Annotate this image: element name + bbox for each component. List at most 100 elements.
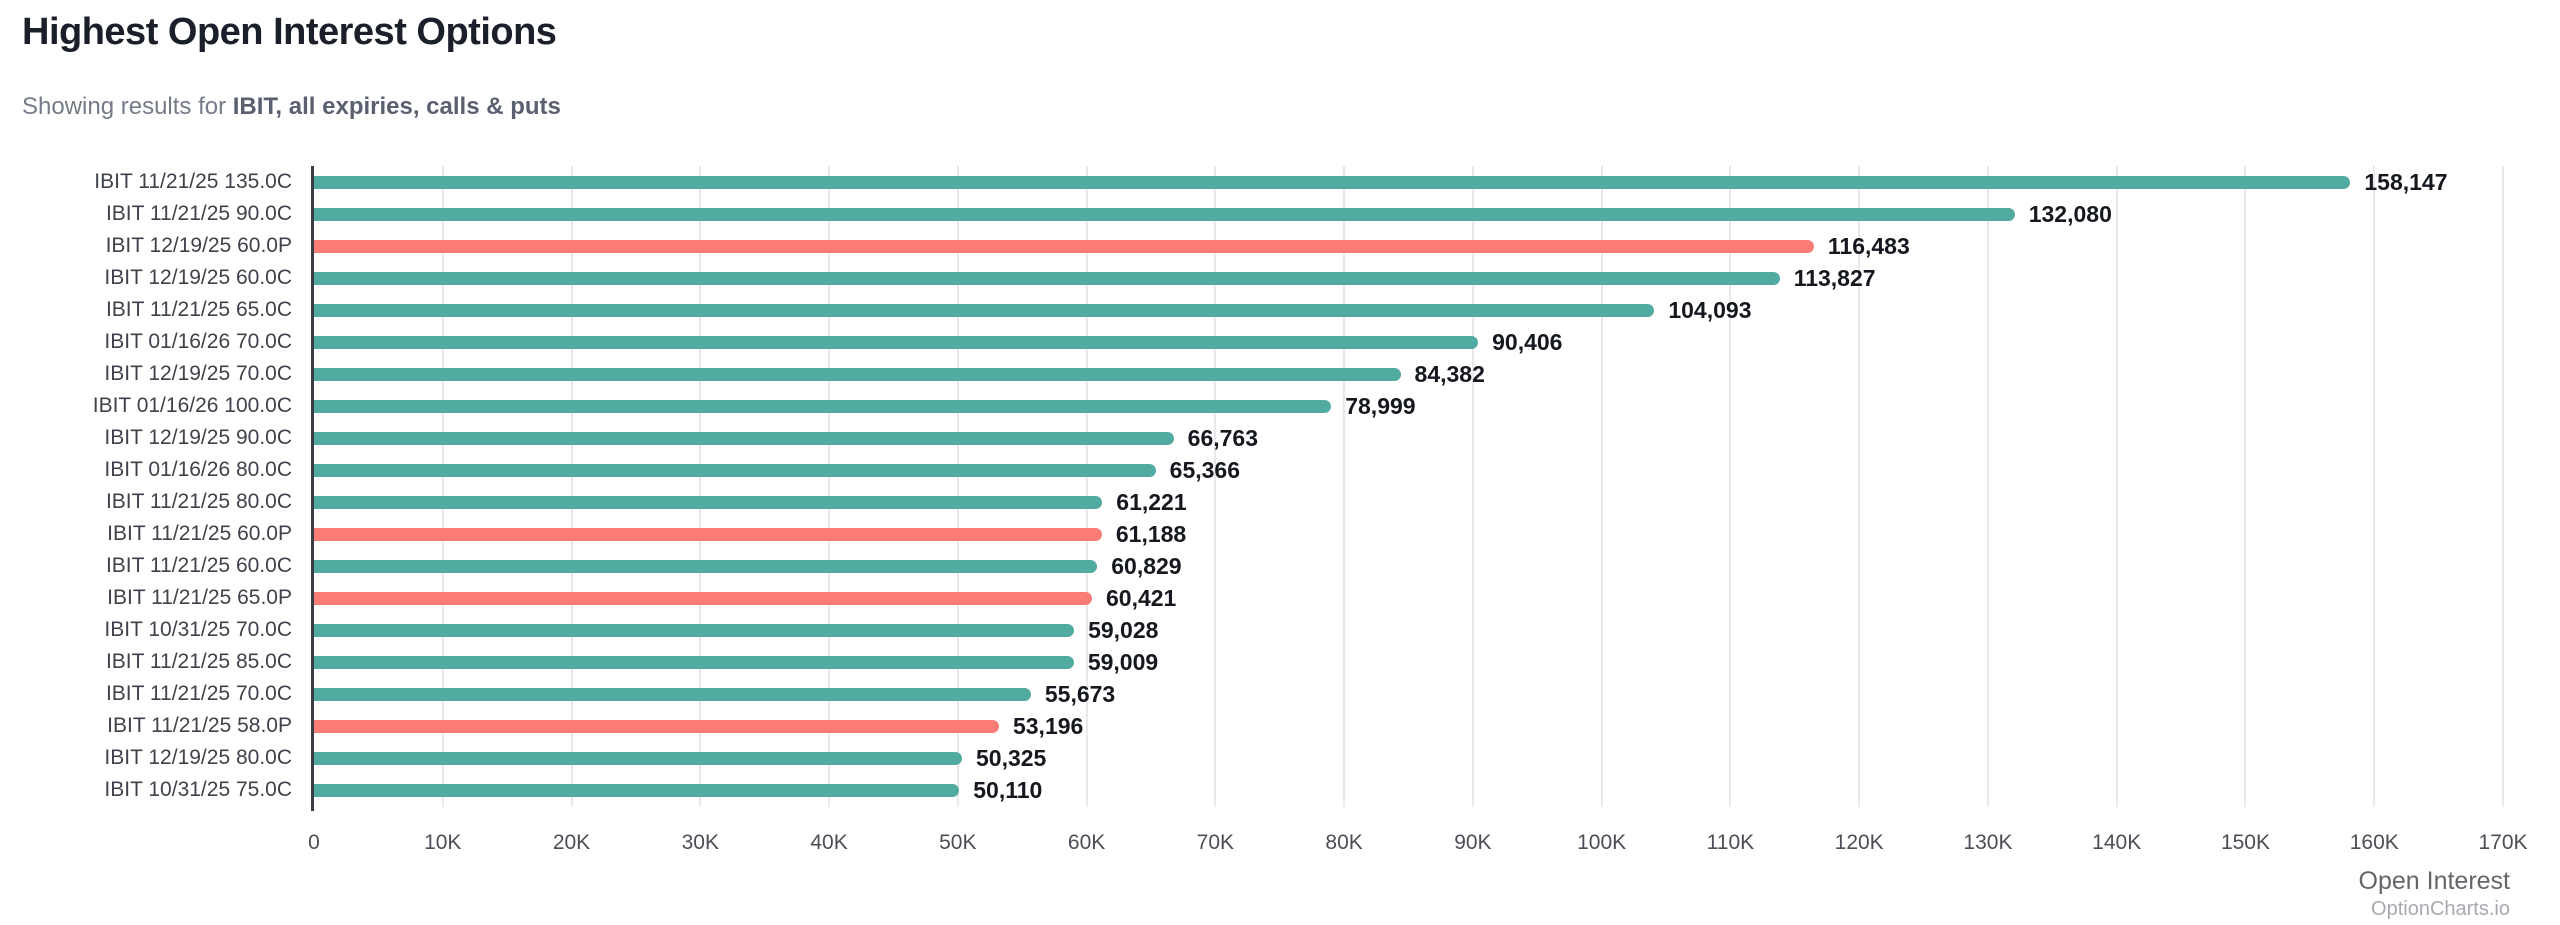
x-tick-label: 50K	[939, 831, 977, 854]
row-label: IBIT 12/19/25 60.0P	[105, 234, 292, 257]
row-label: IBIT 01/16/26 70.0C	[104, 330, 292, 353]
gridline	[2373, 166, 2376, 807]
bar-value-label: 90,406	[1492, 329, 1563, 355]
results-summary-prefix: Showing results for	[22, 93, 233, 120]
page-title: Highest Open Interest Options	[22, 11, 557, 53]
bar-value-label: 78,999	[1345, 393, 1416, 419]
bar-put[interactable]	[314, 719, 999, 733]
x-tick-label: 100K	[1577, 831, 1627, 854]
bar-value-label: 59,009	[1087, 649, 1159, 675]
gridline	[956, 166, 959, 807]
gridline	[1471, 166, 1474, 807]
x-tick-label: 120K	[1834, 831, 1884, 854]
bar-call[interactable]	[314, 687, 1031, 701]
bar-call[interactable]	[314, 367, 1401, 381]
gridline	[699, 166, 702, 807]
x-tick-label: 20K	[552, 831, 591, 854]
bar-value-label: 116,483	[1827, 233, 1910, 259]
bar-value-label: 158,147	[2364, 169, 2448, 195]
bar-value-label: 50,325	[976, 745, 1047, 771]
row-label: IBIT 11/21/25 58.0P	[107, 714, 292, 737]
bar-call[interactable]	[314, 431, 1174, 445]
gridline	[2502, 166, 2504, 807]
x-tick-label: 70K	[1196, 831, 1235, 854]
bar-value-label: 50,110	[973, 777, 1043, 803]
gridline	[1729, 166, 1732, 807]
row-label: IBIT 01/16/26 100.0C	[92, 394, 292, 417]
row-label: IBIT 10/31/25 75.0C	[104, 778, 292, 801]
row-label: IBIT 01/16/26 80.0C	[104, 458, 292, 481]
bar-call[interactable]	[314, 559, 1098, 573]
bar-put[interactable]	[314, 591, 1092, 605]
bar-value-label: 84,382	[1414, 361, 1485, 387]
bar-value-label: 65,366	[1169, 457, 1241, 483]
row-label: IBIT 12/19/25 90.0C	[104, 426, 292, 449]
x-axis-title: Open Interest	[2358, 867, 2510, 895]
x-tick-label: 150K	[2220, 831, 2270, 854]
bar-value-label: 53,196	[1012, 713, 1084, 739]
bar-value-label: 113,827	[1793, 265, 1876, 291]
bar-value-label: 60,421	[1106, 585, 1177, 611]
gridline	[2115, 166, 2118, 807]
row-label: IBIT 11/21/25 60.0P	[107, 522, 292, 545]
bar-call[interactable]	[314, 463, 1156, 477]
x-tick-label: 170K	[2478, 831, 2528, 854]
bar-call[interactable]	[314, 751, 962, 765]
bar-call[interactable]	[314, 399, 1332, 413]
row-label: IBIT 12/19/25 80.0C	[104, 746, 292, 769]
bar-put[interactable]	[314, 239, 1814, 253]
row-label: IBIT 11/21/25 65.0P	[107, 586, 292, 609]
row-label: IBIT 12/19/25 70.0C	[104, 362, 292, 385]
gridline	[1986, 166, 1989, 807]
row-label: IBIT 11/21/25 65.0C	[105, 298, 292, 321]
bar-put[interactable]	[314, 527, 1102, 541]
bar-value-label: 61,188	[1115, 521, 1187, 547]
bar-value-label: 66,763	[1187, 425, 1259, 451]
row-label: IBIT 11/21/25 135.0C	[94, 170, 292, 193]
row-label: IBIT 10/31/25 70.0C	[104, 618, 292, 641]
results-summary-filters: IBIT, all expiries, calls & puts	[232, 93, 561, 120]
x-tick-label: 90K	[1454, 831, 1492, 854]
bar-value-label: 55,673	[1044, 681, 1116, 707]
x-tick-label: 110K	[1706, 831, 1755, 854]
x-tick-label: 60K	[1067, 831, 1106, 854]
gridline	[1858, 166, 1861, 807]
gridline	[2244, 166, 2247, 807]
gridline	[1600, 166, 1603, 807]
gridline	[570, 166, 573, 807]
bar-value-label: 132,080	[2028, 201, 2112, 227]
bar-call[interactable]	[314, 303, 1655, 317]
bar-call[interactable]	[314, 495, 1103, 509]
bar-value-label: 104,093	[1668, 297, 1752, 323]
brand-watermark: OptionCharts.io	[2371, 898, 2510, 920]
bar-call[interactable]	[314, 655, 1074, 669]
gridline	[441, 166, 444, 807]
bar-call[interactable]	[314, 783, 960, 797]
x-tick-label: 160K	[2349, 831, 2399, 854]
x-tick-label: 40K	[810, 831, 848, 854]
x-tick-label: 80K	[1325, 831, 1363, 854]
bar-call[interactable]	[314, 623, 1075, 637]
gridline	[1085, 166, 1088, 807]
bar-call[interactable]	[314, 335, 1479, 349]
bar-value-label: 61,221	[1116, 489, 1187, 515]
gridline	[1214, 166, 1217, 807]
gridline	[1343, 166, 1346, 807]
bar-call[interactable]	[314, 175, 2351, 189]
gridline	[828, 166, 831, 807]
bar-value-label: 59,028	[1088, 617, 1159, 643]
row-label: IBIT 12/19/25 60.0C	[104, 266, 292, 289]
row-label: IBIT 11/21/25 85.0C	[105, 650, 292, 673]
x-tick-label: 140K	[2092, 831, 2142, 854]
row-label: IBIT 11/21/25 60.0C	[105, 554, 292, 577]
bar-call[interactable]	[314, 271, 1780, 285]
x-tick-label: 10K	[424, 831, 462, 854]
x-tick-label: 30K	[681, 831, 719, 854]
row-label: IBIT 11/21/25 70.0C	[105, 682, 292, 705]
bar-call[interactable]	[314, 207, 2015, 221]
row-label: IBIT 11/21/25 90.0C	[105, 202, 292, 225]
bar-value-label: 60,829	[1111, 553, 1182, 579]
row-label: IBIT 11/21/25 80.0C	[105, 490, 292, 513]
